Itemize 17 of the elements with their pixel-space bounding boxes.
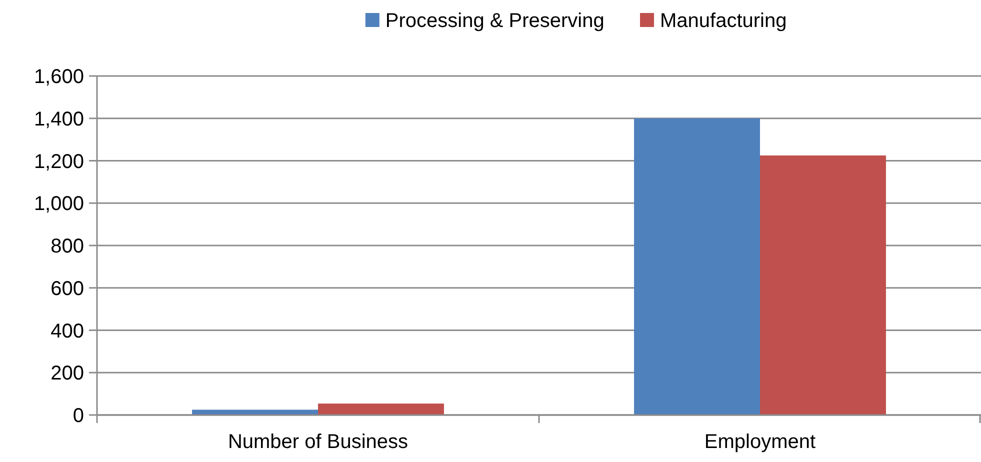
- y-tick-label: 800: [50, 236, 84, 258]
- y-tick-label: 0: [72, 405, 84, 427]
- y-tick-label: 200: [50, 362, 84, 385]
- y-tick-label: 1,600: [34, 66, 84, 88]
- y-tick-label: 1,200: [34, 150, 84, 173]
- legend-label: Manufacturing: [660, 10, 787, 32]
- y-tick-label: 1,000: [34, 193, 84, 216]
- bar: [318, 404, 444, 415]
- x-tick-label: Number of Business: [228, 431, 408, 453]
- y-tick-label: 1,400: [34, 108, 84, 130]
- legend-label: Processing & Preserving: [385, 10, 604, 32]
- bar: [760, 155, 886, 415]
- bar: [634, 118, 760, 415]
- x-tick-label: Employment: [704, 431, 816, 453]
- bar: [192, 410, 318, 415]
- y-tick-label: 400: [50, 320, 84, 342]
- y-tick-label: 600: [50, 278, 84, 300]
